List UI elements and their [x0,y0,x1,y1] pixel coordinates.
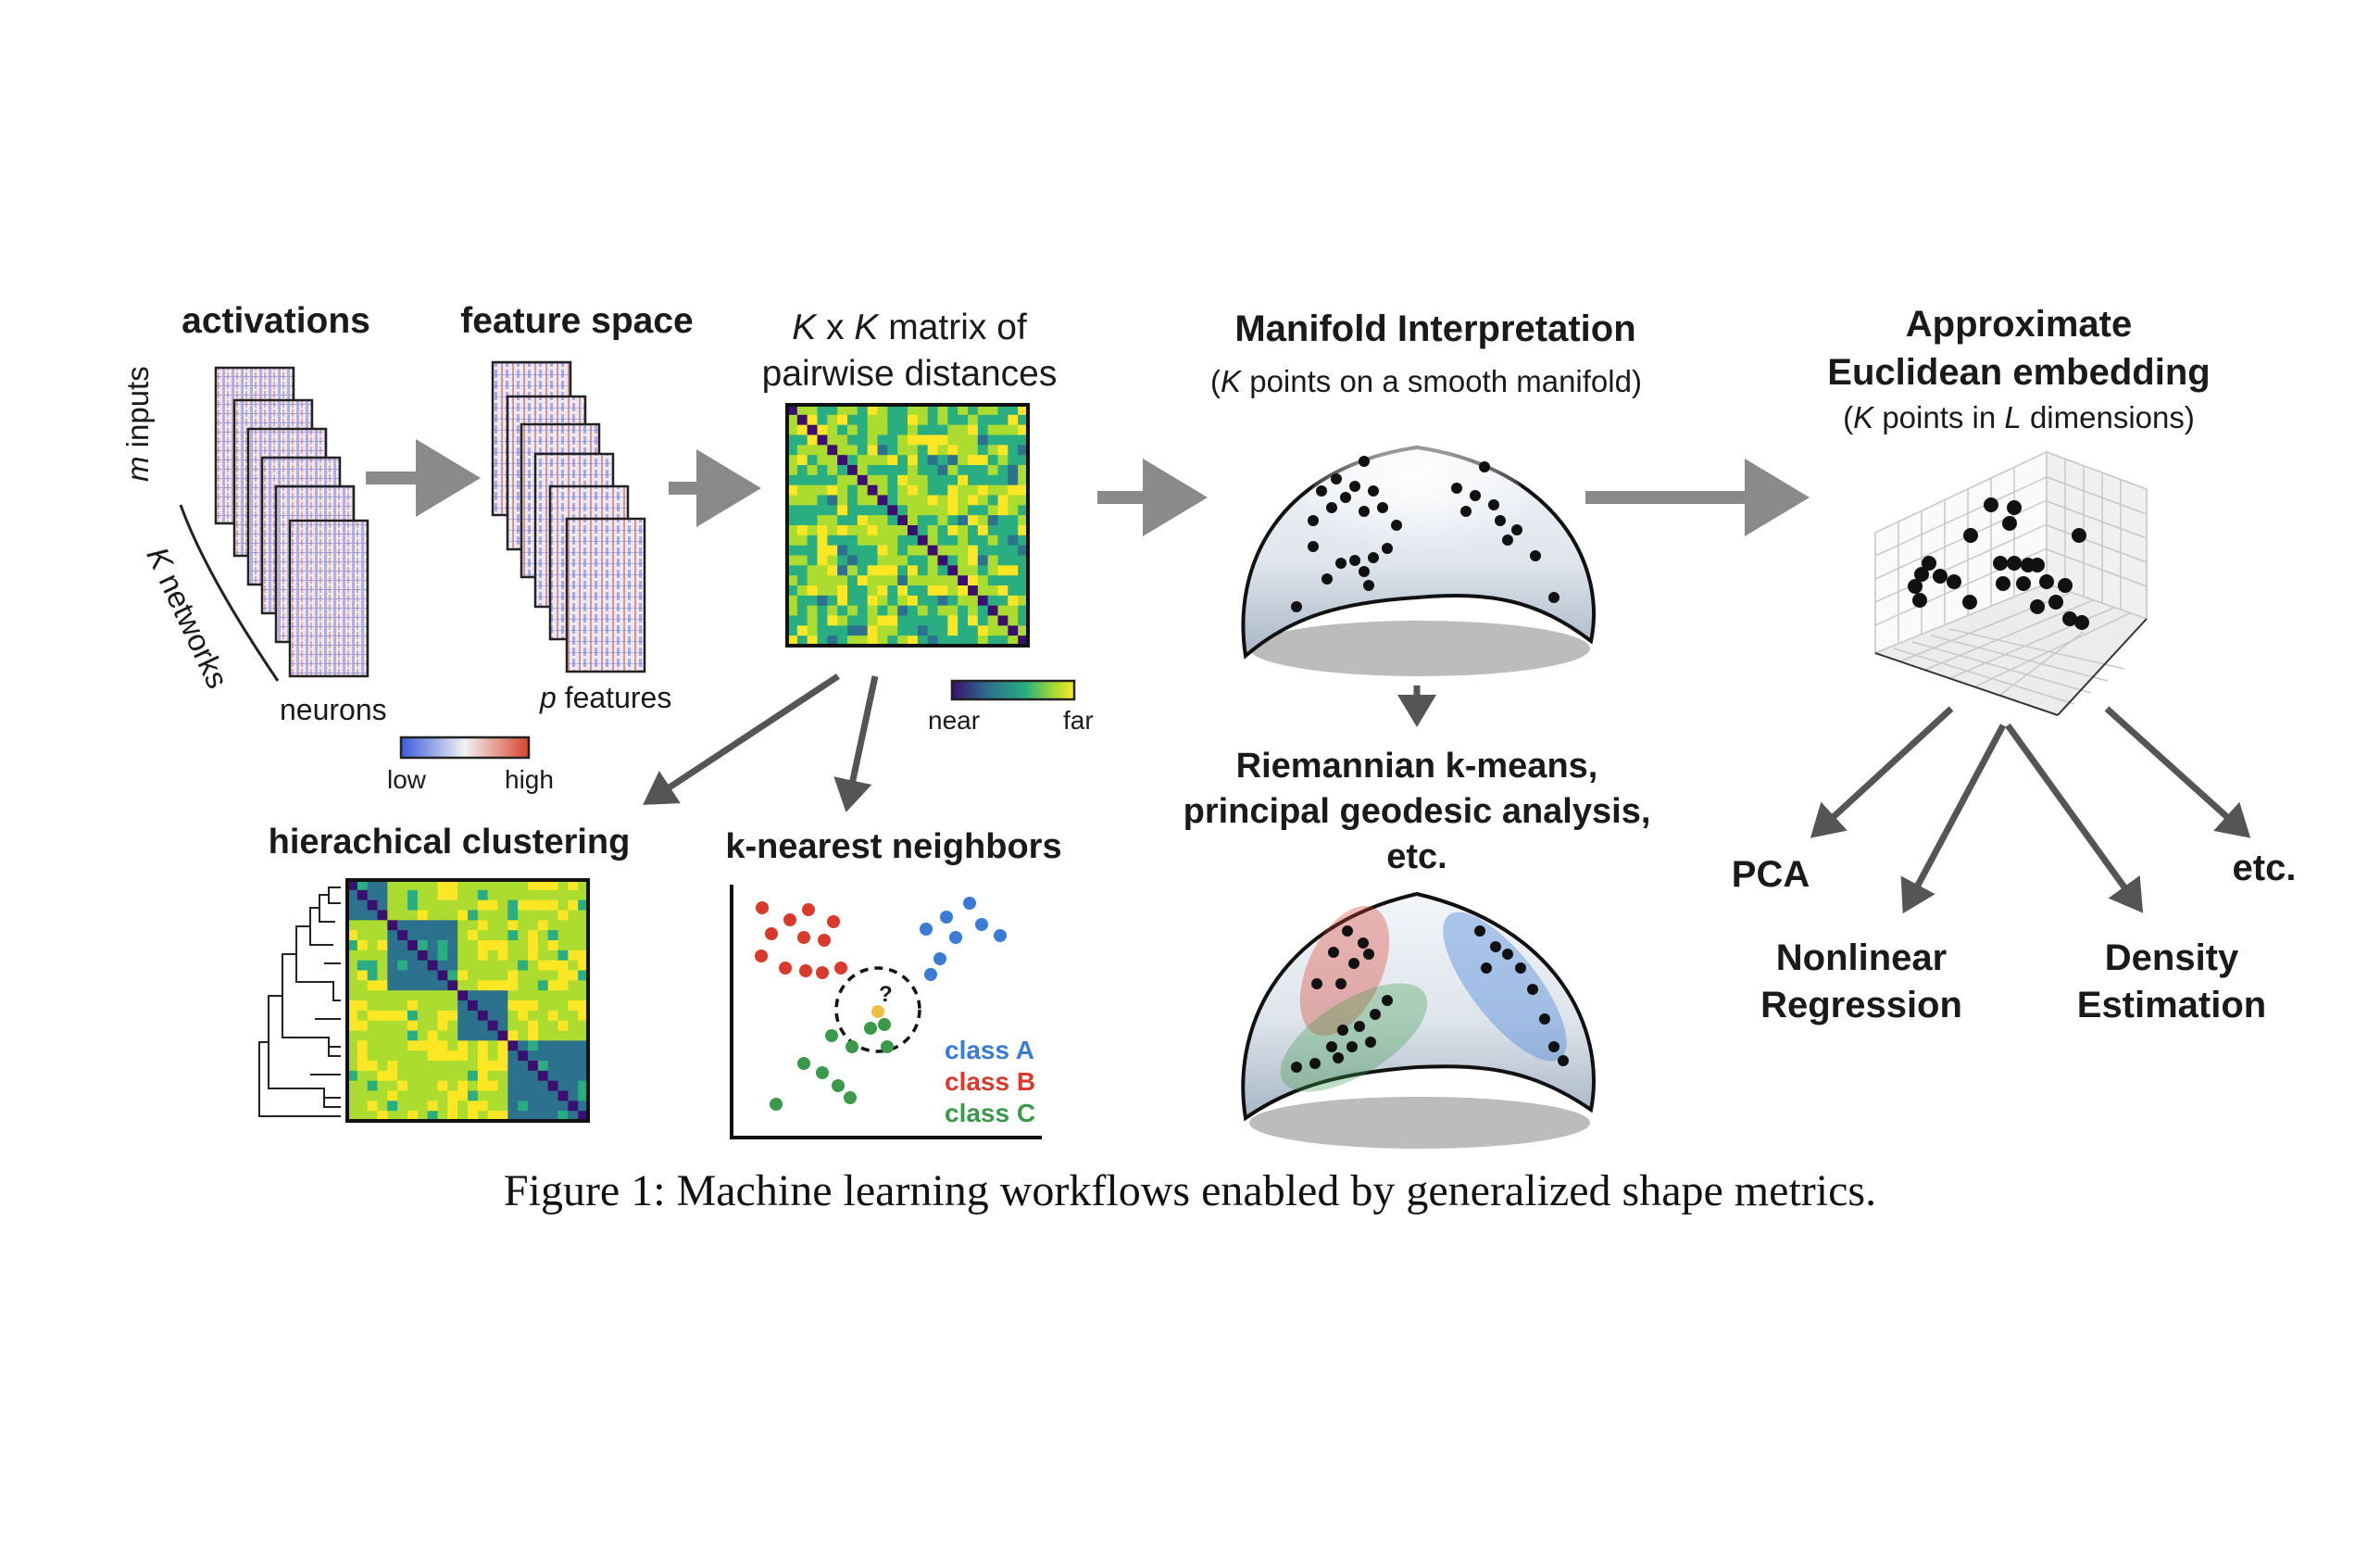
embedding-k: K [1853,400,1874,434]
activations-title: activations [182,301,370,341]
activations-stack [179,366,370,682]
output-nonlinear-2: Regression [1760,985,1962,1025]
knn-title: k-nearest neighbors [725,827,1062,866]
output-density-2: Estimation [2076,985,2267,1025]
manifold-title: Manifold Interpretation [1234,308,1636,349]
embedding-subtitle: (K points in L dimensions) [1843,400,2195,435]
knn-legend-class-c: class C [945,1099,1036,1127]
manifold-paren: ( [1210,364,1221,398]
embedding-paren: ( [1843,400,1854,434]
knn-legend-class-a: class A [945,1036,1035,1064]
matrix-k2: K [854,308,879,347]
distance-colorbar [950,679,1076,701]
activations-colorbar [399,736,531,760]
dendrogram [258,887,341,1117]
matrix-title-line2: pairwise distances [761,354,1058,394]
embedding-title-line2: Euclidean embedding [1827,352,2211,393]
output-nonlinear-1: Nonlinear [1775,937,1948,978]
flow-arrows [366,439,2251,914]
manifold-clustered [1241,891,1596,1149]
feature-space-stack [491,360,646,673]
embedding-rest: dimensions) [2021,400,2195,434]
arrow-to-nonlinear [1900,723,2007,914]
knn-neighborhood-circle [834,966,921,1053]
p-features-label: p features [540,681,671,715]
arrow-matrix-to-clustering [643,673,840,805]
p-features-rest: features [556,681,672,714]
cluster-red [1299,905,1390,1037]
riemannian-line1: Riemannian k-means, [1235,747,1598,786]
arrow-matrix-to-knn [833,675,879,812]
manifold-subtitle: (K points on a smooth manifold) [1210,364,1642,399]
matrix-of: matrix of [878,308,1027,347]
manifold-surface [1241,445,1596,676]
embedding-3d-plot [1873,450,2148,716]
matrix-title-line1: K x K matrix of [792,308,1027,348]
knn-legend-class-b: class B [945,1067,1036,1096]
figure-caption: Figure 1: Machine learning workflows ena… [503,1166,1877,1215]
colorbar-high-label: high [505,765,554,794]
neurons-label: neurons [280,693,387,726]
riemannian-line2: principal geodesic analysis, [1183,792,1651,831]
p-var: p [540,681,557,714]
arrow-to-etc [2104,706,2251,838]
clustering-heatmap [345,878,590,1123]
output-pca: PCA [1731,854,1810,895]
colorbar-near-label: near [928,706,981,735]
m-inputs-rest: inputs [120,366,155,457]
knn-plot [730,885,1042,1139]
knn-query-mark: ? [879,982,893,1007]
embedding-l: L [2004,400,2022,434]
cluster-blue [1443,912,1567,1062]
embedding-title-line1: Approximate [1905,304,2133,345]
manifold-subtitle-rest: points on a smooth manifold) [1241,364,1642,398]
distance-matrix [785,403,1030,648]
matrix-k1: K [792,308,817,347]
arrow-to-density [2005,723,2144,913]
arrow-to-pca [1810,706,1954,838]
output-density-1: Density [2104,937,2239,978]
feature-space-title: feature space [460,301,694,341]
riemannian-line3: etc. [1386,837,1447,876]
manifold-k: K [1221,364,1242,398]
m-inputs-label: m inputs [120,366,156,482]
colorbar-low-label: low [387,765,427,794]
clustering-title: hierachical clustering [268,823,631,862]
output-etc: etc. [2232,848,2297,888]
matrix-x: x [816,308,855,347]
m-var: m [120,456,155,483]
embedding-mid: points in [1873,400,2005,434]
colorbar-far-label: far [1063,706,1094,735]
